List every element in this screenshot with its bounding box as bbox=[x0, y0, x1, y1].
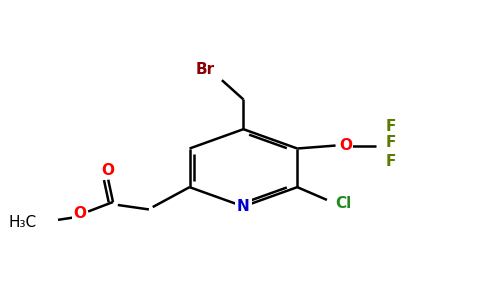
Text: O: O bbox=[340, 138, 352, 153]
Text: O: O bbox=[102, 163, 115, 178]
Text: F: F bbox=[385, 154, 396, 169]
Text: F: F bbox=[385, 119, 396, 134]
Text: F: F bbox=[385, 135, 396, 150]
Text: O: O bbox=[73, 206, 86, 221]
Text: H₃C: H₃C bbox=[8, 215, 36, 230]
Text: N: N bbox=[237, 199, 250, 214]
Text: Br: Br bbox=[196, 62, 215, 77]
Text: Cl: Cl bbox=[335, 196, 352, 211]
